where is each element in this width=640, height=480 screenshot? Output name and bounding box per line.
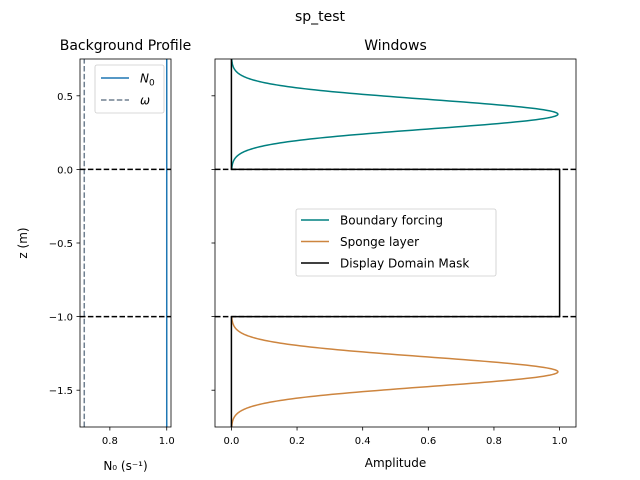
x-tick-label: 1.0 <box>552 436 568 447</box>
panel-1: Windows 0.0 0.2 0.4 0.6 0.8 1.0 Amplitude Bounda… <box>211 38 577 470</box>
y-tick-label: −1.5 <box>49 386 73 397</box>
plot-area <box>80 59 171 427</box>
legend-box <box>295 208 497 277</box>
y-tick-label: 0.5 <box>57 92 73 103</box>
x-tick-label: 0.8 <box>486 436 502 447</box>
display-domain-mask-line <box>230 59 561 427</box>
x-axis-label: N₀ (s⁻¹) <box>103 459 147 473</box>
legend-label: N0 <box>140 72 155 89</box>
legend-label: Sponge layer <box>340 235 419 249</box>
axes-frame <box>79 58 172 428</box>
x-tick-label: 0.8 <box>102 436 118 447</box>
legend: Boundary forcing Sponge layer Display Doma… <box>295 208 497 277</box>
x-axis-label: Amplitude <box>365 456 427 470</box>
sponge-layer-line <box>230 316 559 427</box>
legend-label-base: ω <box>140 94 150 108</box>
legend-label: Display Domain Mask <box>340 257 469 271</box>
legend-label: ω <box>140 94 150 108</box>
legend-label-base: N <box>140 72 149 86</box>
plot-area <box>215 59 576 427</box>
panel-0: Background Profile 0.5 0.0 −0.5 −1.0 −1.5 0.8 1… <box>16 38 191 473</box>
x-tick-label: 1.0 <box>159 436 175 447</box>
x-tick-label: 0.4 <box>355 436 371 447</box>
boundary-forcing-line <box>230 59 559 170</box>
y-tick-label: −0.5 <box>49 239 73 250</box>
x-tick-label: 0.2 <box>289 436 305 447</box>
y-tick-label: −1.0 <box>49 313 73 324</box>
x-tick-label: 0.6 <box>420 436 436 447</box>
panel-title: Background Profile <box>60 38 192 54</box>
x-tick-label: 0.0 <box>223 436 239 447</box>
figure-suptitle: sp_test <box>295 9 346 25</box>
legend-label-sub: 0 <box>149 79 155 89</box>
y-axis-label: z (m) <box>16 227 30 258</box>
panel-title: Windows <box>364 38 427 54</box>
y-tick-label: 0.0 <box>57 165 73 176</box>
legend-box <box>94 64 165 114</box>
legend-label: Boundary forcing <box>340 214 443 228</box>
legend: N0 ω <box>94 64 165 114</box>
axes-frame <box>214 58 577 428</box>
